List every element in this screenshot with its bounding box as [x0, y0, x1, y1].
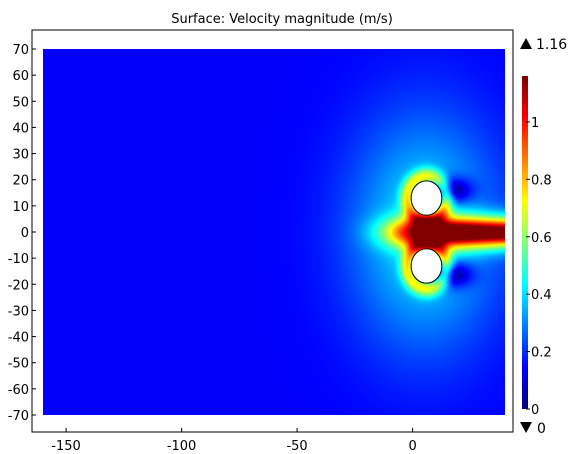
- y-tick-label: 60: [12, 69, 29, 84]
- colorbar-tick-label: 0: [531, 403, 539, 418]
- y-tick-label: -50: [8, 357, 29, 372]
- y-tick-label: -20: [8, 278, 29, 293]
- colorbar-tick-label: 0.6: [531, 231, 552, 246]
- plot-area: [43, 49, 505, 415]
- y-tick-label: 10: [12, 200, 29, 215]
- colorbar-tick-label: 0.8: [531, 173, 552, 188]
- colorbar-gradient: [522, 76, 528, 409]
- y-tick-label: 40: [12, 121, 29, 136]
- colorbar-tick-label: 0.4: [531, 288, 552, 303]
- y-tick-label: 0: [21, 226, 29, 241]
- cylinder-1: [410, 180, 443, 216]
- x-tick-label: 0: [408, 439, 416, 454]
- x-tick-label: -150: [51, 439, 81, 454]
- axes: -150 -100 -50 0 70 60 50 40 30 20 10 0 -10 -20 -30 -40…: [8, 29, 514, 454]
- y-tick-label: 30: [12, 148, 29, 163]
- colorbar-max-label: 1.16: [536, 37, 567, 53]
- axes-frame: [31, 29, 514, 433]
- colorbar-tick-label: 1: [531, 116, 539, 131]
- y-tick-label: -30: [8, 304, 29, 319]
- chart-title: Surface: Velocity magnitude (m/s): [171, 12, 393, 27]
- y-tick-label: -10: [8, 252, 29, 267]
- y-tick-label: 20: [12, 174, 29, 189]
- x-axis-ticks: -150 -100 -50 0: [51, 428, 417, 454]
- y-axis-ticks: 70 60 50 40 30 20 10 0 -10 -20 -30 -40 -50 -60 -70: [8, 43, 36, 424]
- cylinder-2: [410, 248, 443, 284]
- y-tick-label: 70: [12, 43, 29, 58]
- colorbar-ticks: 1 0.8 0.6 0.4 0.2 0: [526, 116, 552, 418]
- colorbar-min-marker: [520, 422, 532, 433]
- y-tick-label: 50: [12, 95, 29, 110]
- y-tick-label: -70: [8, 409, 29, 424]
- velocity-field: [43, 49, 505, 415]
- y-tick-label: -40: [8, 331, 29, 346]
- colorbar: 1 0.8 0.6 0.4 0.2 0 1.16 0: [520, 37, 567, 437]
- colorbar-max-marker: [520, 38, 532, 49]
- colorbar-min-label: 0: [537, 421, 546, 437]
- y-tick-label: -60: [8, 383, 29, 398]
- x-tick-label: -100: [167, 439, 197, 454]
- x-tick-label: -50: [286, 439, 307, 454]
- colorbar-tick-label: 0.2: [531, 346, 552, 361]
- obstacles: [410, 180, 443, 284]
